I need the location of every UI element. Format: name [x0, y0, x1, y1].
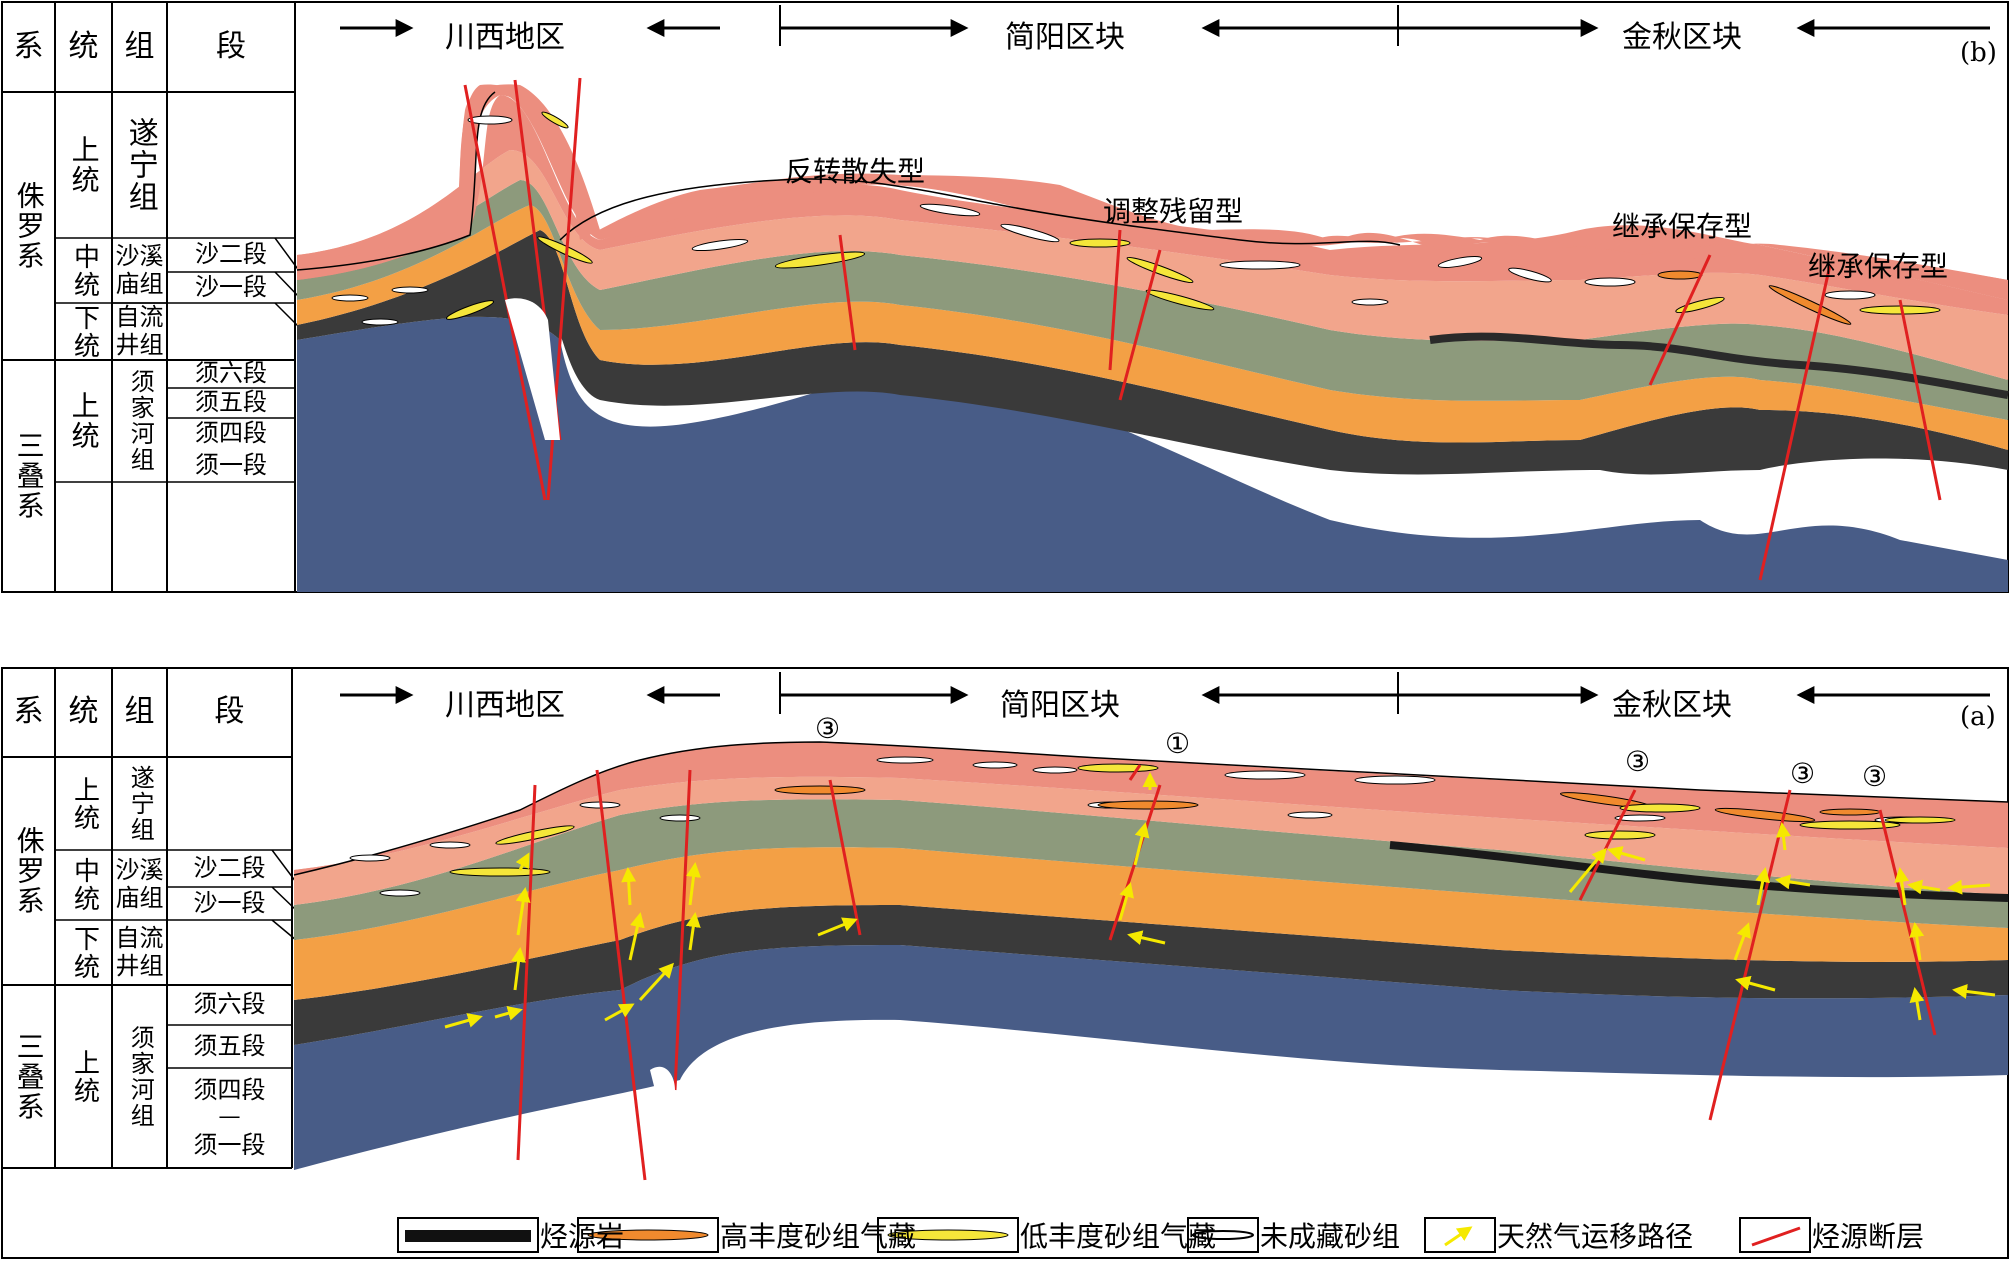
- b-header-series: 统: [68, 28, 99, 64]
- b-header-system: 系: [13, 28, 44, 64]
- a-sha1: 沙一段: [193, 888, 266, 917]
- a-marker-1: ③: [815, 712, 841, 745]
- b-upper-t: 上统: [67, 391, 101, 451]
- legend-symbols: [397, 1217, 1811, 1253]
- legend-unreservoired: 未成藏砂组: [1260, 1220, 1401, 1253]
- b-upper: 上统: [67, 135, 101, 195]
- b-layer-blue: [297, 316, 2008, 592]
- panel-a: [1, 667, 2009, 1259]
- b-sha1: 沙一段: [195, 272, 267, 301]
- a-xu1: 须一段: [193, 1131, 266, 1160]
- a-layer-green: [294, 799, 2008, 940]
- b-type-inherit-1: 继承保存型: [1612, 210, 1753, 243]
- a-lenses-yellow: [449, 763, 1956, 877]
- a-marker-4: ③: [1790, 757, 1816, 790]
- a-xu5: 须五段: [193, 1031, 266, 1060]
- a-upper-t: 上统: [69, 1048, 100, 1105]
- a-layer-orange: [294, 847, 2008, 1000]
- a-migration-arrows: [444, 772, 1996, 1029]
- b-shaximiao: 沙溪庙组: [115, 241, 164, 298]
- a-marker-5: ③: [1862, 760, 1888, 793]
- a-header-system: 系: [13, 694, 44, 730]
- b-ziliujing: 自流井组: [115, 302, 164, 359]
- b-lenses-white: [331, 115, 1876, 326]
- a-lower: 下统: [69, 924, 100, 981]
- b-suining: 遂宁组: [122, 117, 158, 213]
- a-panel-letter: (a): [1960, 702, 1996, 732]
- a-triassic: 三叠系: [12, 1031, 46, 1122]
- legend-low-gas: 低丰度砂组气藏: [1020, 1220, 1217, 1253]
- b-sha2: 沙二段: [195, 240, 267, 269]
- a-layer-blue: [294, 945, 2008, 1170]
- b-header-formation: 组: [124, 28, 155, 64]
- b-type-inherit-2: 继承保存型: [1808, 250, 1949, 283]
- b-middle: 中统: [69, 242, 100, 299]
- b-type-reverse: 反转散失型: [785, 155, 926, 188]
- b-panel-letter: (b): [1960, 38, 1997, 68]
- a-header-member: 段: [214, 694, 245, 730]
- a-jurassic: 侏罗系: [12, 826, 46, 916]
- a-xujiahe: 须家河组: [126, 1024, 155, 1129]
- legend-high-gas: 高丰度砂组气藏: [720, 1220, 917, 1253]
- b-region-chuanxi: 川西地区: [445, 20, 565, 55]
- b-type-adjust: 调整残留型: [1103, 195, 1244, 228]
- a-dash: —: [218, 1104, 241, 1130]
- b-xu1: 须一段: [195, 451, 267, 480]
- b-region-jinqiu: 金秋区块: [1622, 20, 1742, 55]
- a-region-jianyang: 简阳区块: [1000, 688, 1120, 723]
- a-layer-red: [294, 742, 2008, 875]
- a-sha2: 沙二段: [193, 853, 266, 882]
- legend-source-rock: 烃源岩: [540, 1220, 625, 1253]
- b-layer-black: [297, 230, 2008, 475]
- b-layer-green: [297, 180, 2008, 420]
- a-ziliujing: 自流井组: [115, 923, 164, 980]
- b-header-member: 段: [216, 28, 246, 64]
- legend-migration: 天然气运移路径: [1497, 1220, 1694, 1253]
- a-middle: 中统: [69, 857, 100, 913]
- b-triassic: 三叠系: [12, 431, 46, 521]
- b-xu4: 须四段: [195, 419, 267, 448]
- a-faults: [516, 764, 1937, 1181]
- b-lower: 下统: [69, 303, 100, 360]
- a-region-chuanxi: 川西地区: [445, 688, 565, 723]
- b-region-jianyang: 简阳区块: [1005, 20, 1125, 55]
- b-xu5: 须五段: [195, 388, 267, 417]
- a-marker-2: ①: [1165, 727, 1191, 760]
- a-xu4: 须四段: [193, 1076, 266, 1105]
- b-xujiahe: 须家河组: [126, 369, 155, 473]
- panel-b: [1, 1, 2009, 593]
- b-xu6: 须六段: [195, 359, 267, 388]
- b-jurassic: 侏罗系: [12, 181, 46, 271]
- a-marker-3: ③: [1625, 745, 1651, 778]
- a-header-series: 统: [68, 694, 99, 730]
- a-shaximiao: 沙溪庙组: [115, 856, 164, 912]
- a-layer-black: [294, 905, 2008, 1045]
- a-region-jinqiu: 金秋区块: [1612, 688, 1732, 723]
- a-upper: 上统: [69, 775, 100, 832]
- b-lenses-yellow: [445, 111, 1941, 325]
- b-layer-red: [297, 95, 2008, 315]
- legend-fault: 烃源断层: [1812, 1220, 1925, 1253]
- a-xu6: 须六段: [193, 990, 266, 1019]
- a-suining: 遂宁组: [126, 764, 155, 843]
- a-header-formation: 组: [124, 694, 155, 730]
